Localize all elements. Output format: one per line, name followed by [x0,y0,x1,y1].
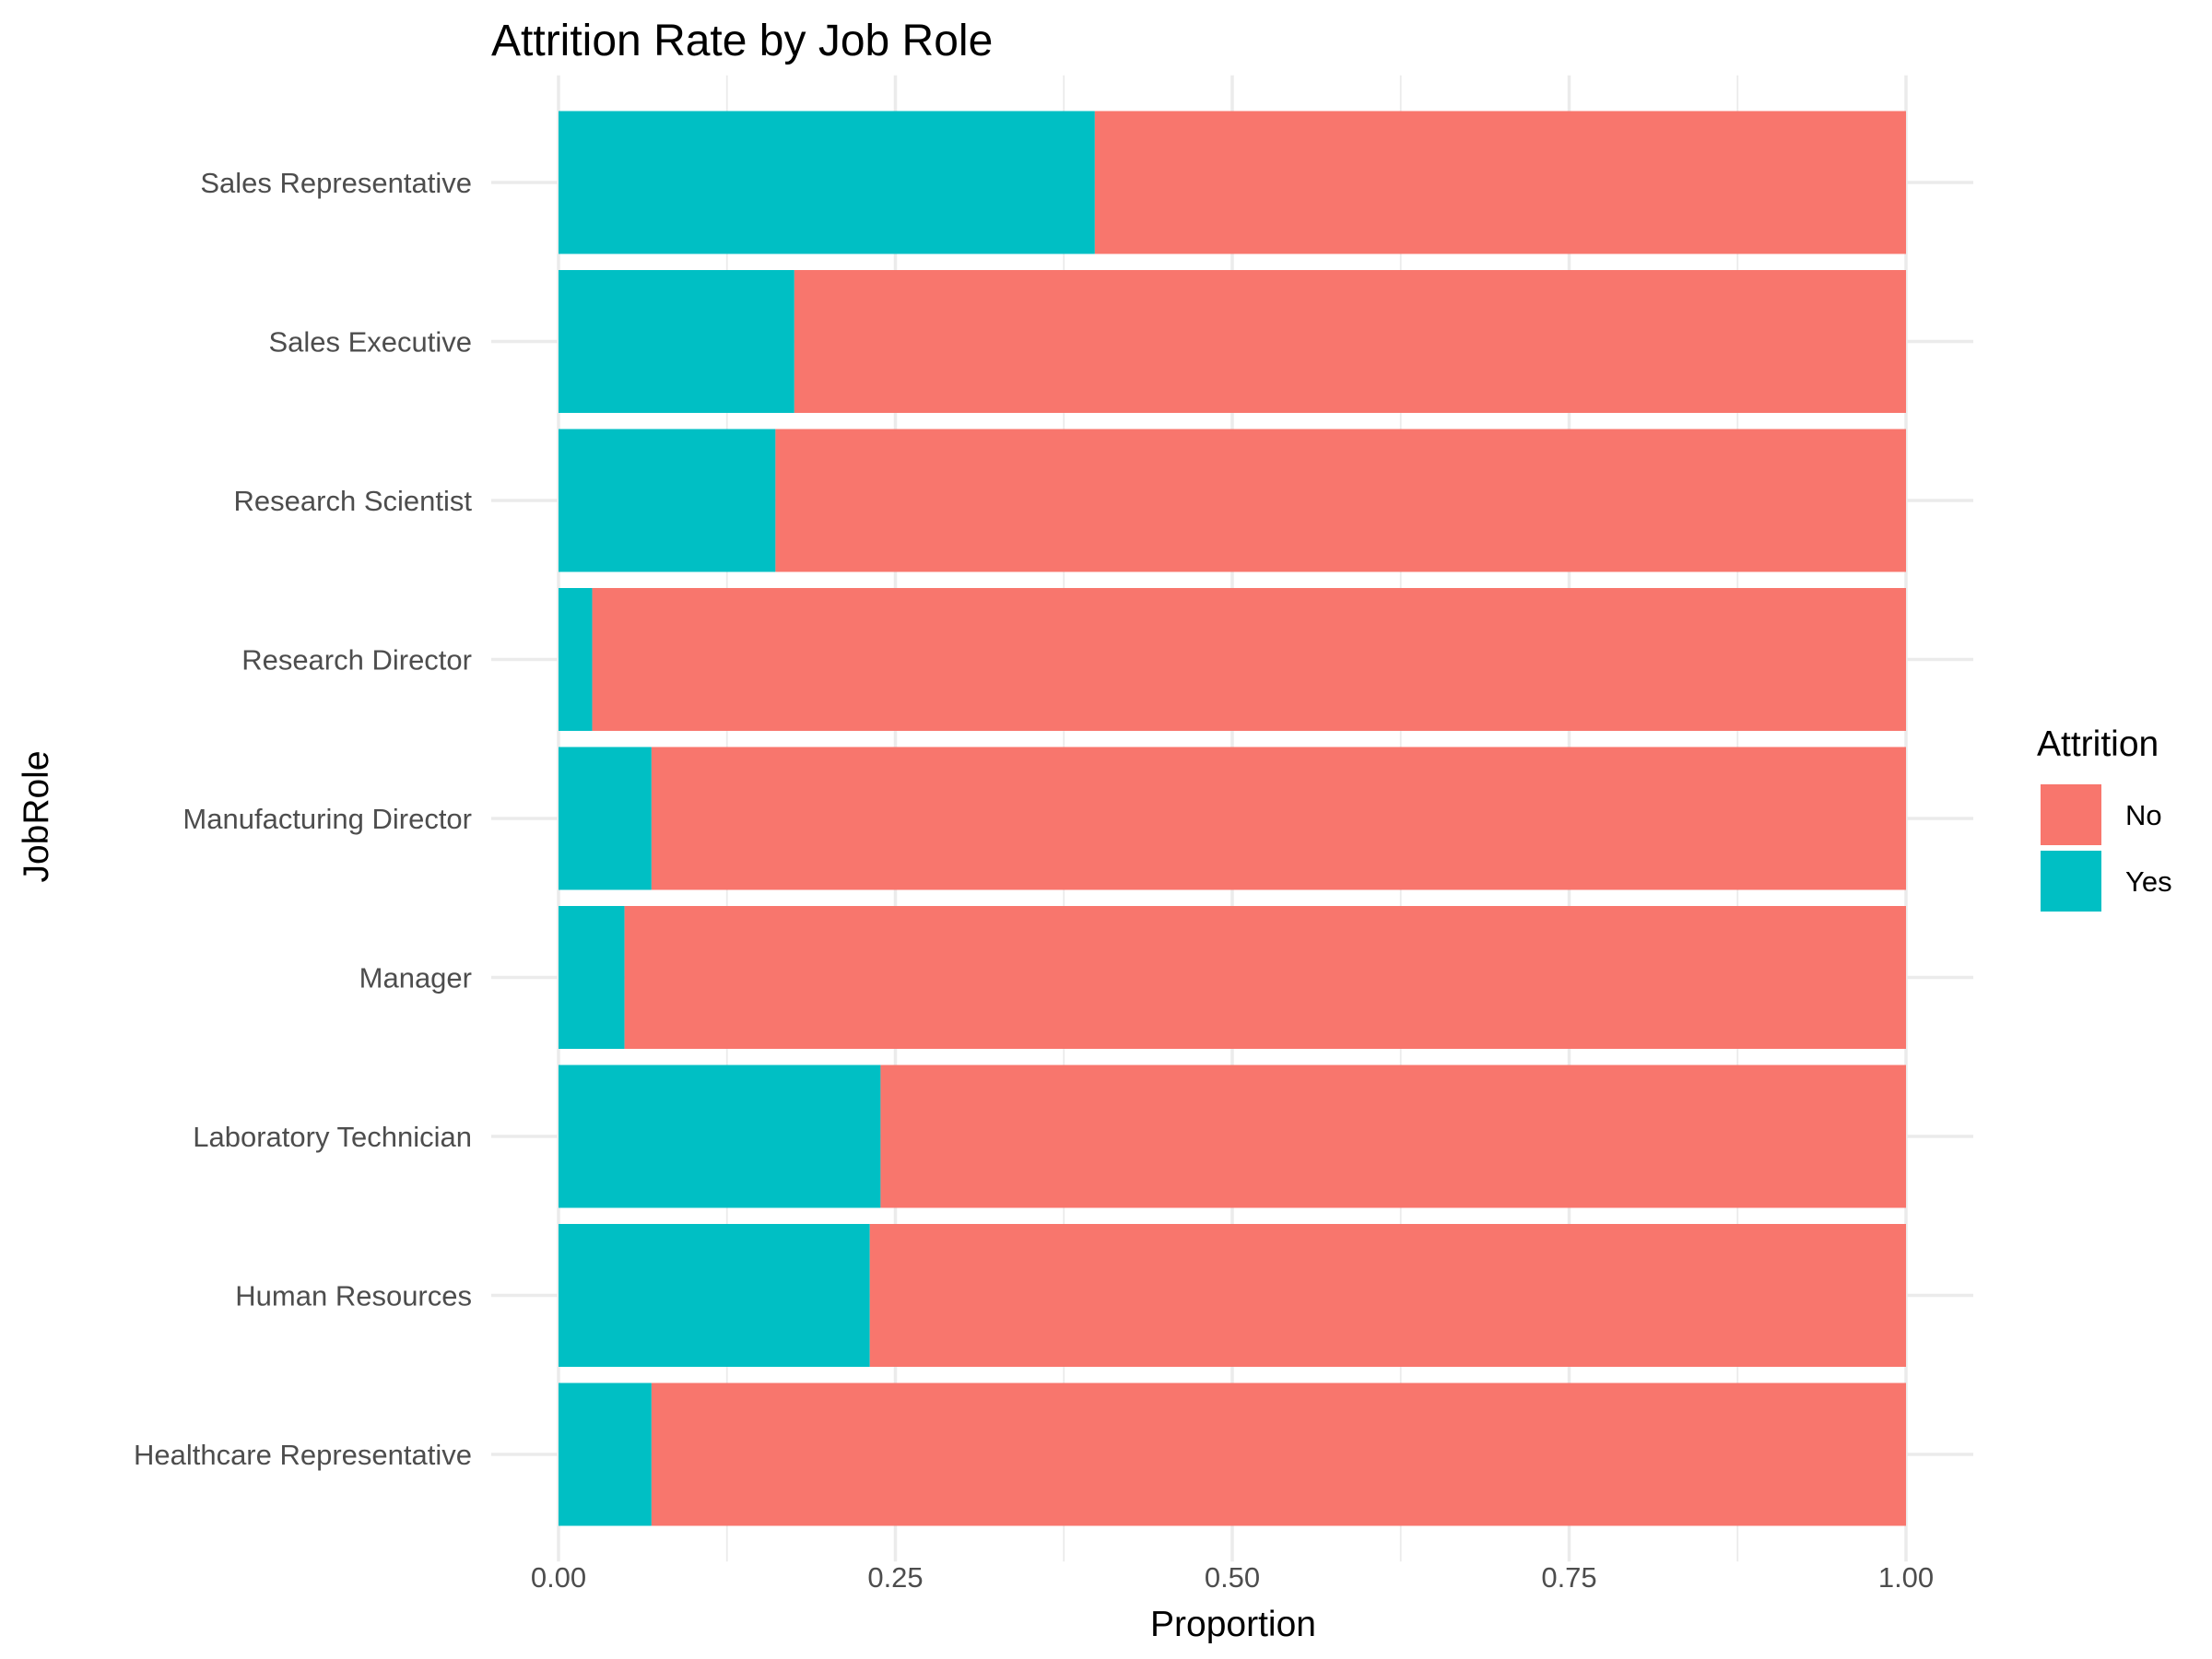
x-axis-title: Proportion [1150,1605,1316,1644]
bar-no [775,429,1906,572]
y-tick-label: Sales Representative [200,167,472,199]
y-tick-label: Laboratory Technician [193,1121,472,1153]
bars [559,111,1907,1526]
y-tick-label: Research Scientist [234,485,473,517]
bar-yes [559,906,625,1049]
x-tick-label: 0.25 [867,1561,923,1594]
bar-yes [559,588,593,731]
y-tick-label: Human Resources [235,1280,472,1312]
bar-no [624,906,1907,1049]
y-tick-label: Research Director [241,644,472,677]
y-tick-label: Healthcare Representative [134,1439,472,1471]
y-tick-label: Manufacturing Director [182,803,472,835]
bar-yes [559,747,652,890]
bar-yes [559,111,1095,254]
bar-yes [559,270,794,413]
bar-no [592,588,1906,731]
y-axis-title: JobRole [17,750,56,882]
x-tick-labels: 0.00 0.25 0.50 0.75 1.00 [531,1561,1934,1594]
legend-key-no [2041,784,2101,845]
x-tick-label: 1.00 [1878,1561,1934,1594]
legend-title: Attrition [2037,724,2159,764]
bar-no [880,1065,1907,1208]
x-tick-label: 0.50 [1205,1561,1260,1594]
bar-no [869,1224,1907,1367]
legend-label-no: No [2125,799,2162,831]
bar-yes [559,1224,870,1367]
bar-yes [559,429,776,572]
legend-key-yes [2041,851,2101,912]
y-tick-label: Sales Executive [268,326,472,359]
x-tick-label: 0.00 [531,1561,586,1594]
legend-label-yes: Yes [2125,865,2172,898]
chart-title: Attrition Rate by Job Role [491,17,993,65]
y-tick-label: Manager [359,962,472,994]
bar-no [1094,111,1906,254]
y-tick-labels: Healthcare Representative Human Resources… [134,167,472,1471]
bar-no [651,1382,1907,1526]
legend: Attrition No Yes [2037,724,2172,912]
bar-no [651,747,1907,890]
bar-no [794,270,1906,413]
x-tick-label: 0.75 [1541,1561,1596,1594]
bar-yes [559,1065,881,1208]
bar-yes [559,1382,652,1526]
